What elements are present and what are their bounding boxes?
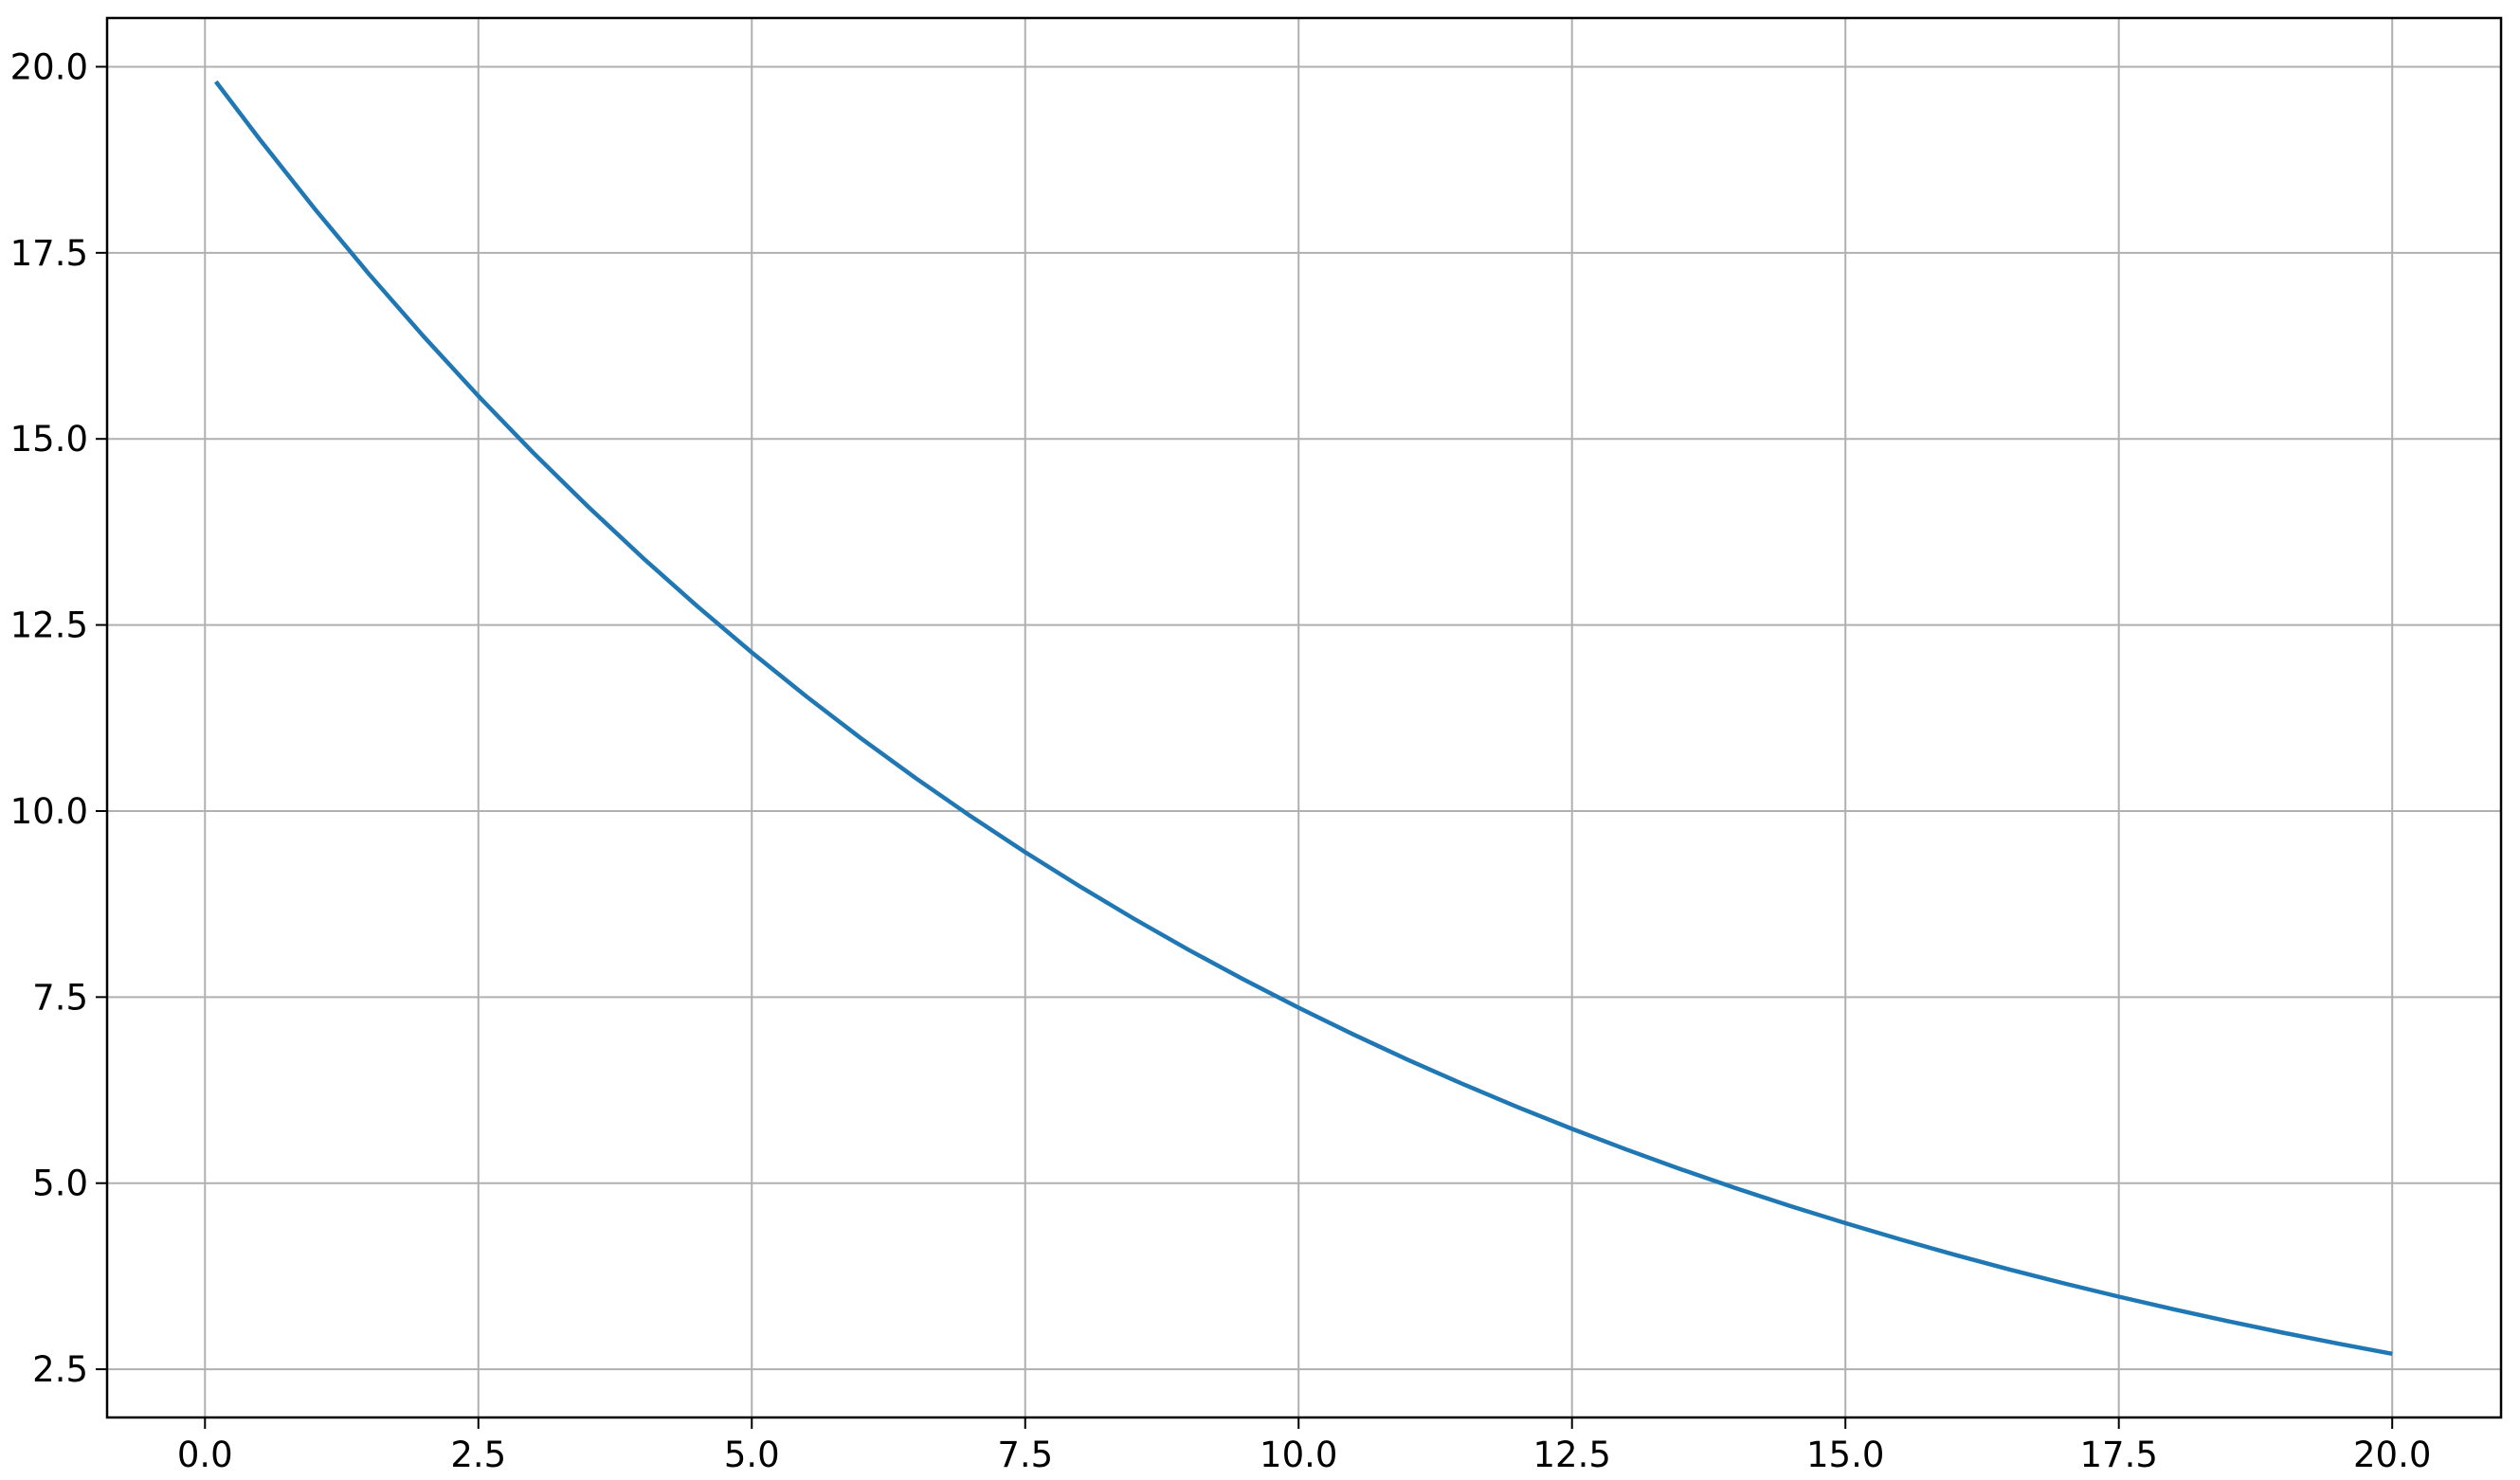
x-tick-label: 17.5 [2079, 1435, 2157, 1475]
y-tick-label: 17.5 [10, 233, 88, 274]
y-tick-label: 2.5 [32, 1349, 88, 1390]
series-line [214, 80, 2393, 1357]
y-tick-label: 12.5 [10, 605, 88, 646]
ticks: 0.0 2.5 5.0 7.5 10.0 12.5 15.0 17.5 20.0 2.5 5.0 7.… [10, 46, 2432, 1475]
axes-frame [105, 16, 2503, 1419]
x-tick-label: 10.0 [1260, 1435, 1337, 1475]
series-lines [214, 80, 2393, 1357]
y-tick-label: 15.0 [10, 419, 88, 460]
x-tick-label: 5.0 [724, 1435, 780, 1475]
y-tick-label: 10.0 [10, 791, 88, 832]
x-tick-label: 12.5 [1533, 1435, 1611, 1475]
x-tick-label: 0.0 [177, 1435, 233, 1475]
x-tick-label: 2.5 [450, 1435, 506, 1475]
y-tick-label: 7.5 [32, 977, 88, 1018]
y-tick-label: 20.0 [10, 46, 88, 87]
y-tick-label: 5.0 [32, 1164, 88, 1204]
x-tick-label: 7.5 [997, 1435, 1053, 1475]
x-tick-label: 15.0 [1806, 1435, 1884, 1475]
x-tick-label: 20.0 [2353, 1435, 2431, 1475]
grid [107, 18, 2501, 1417]
